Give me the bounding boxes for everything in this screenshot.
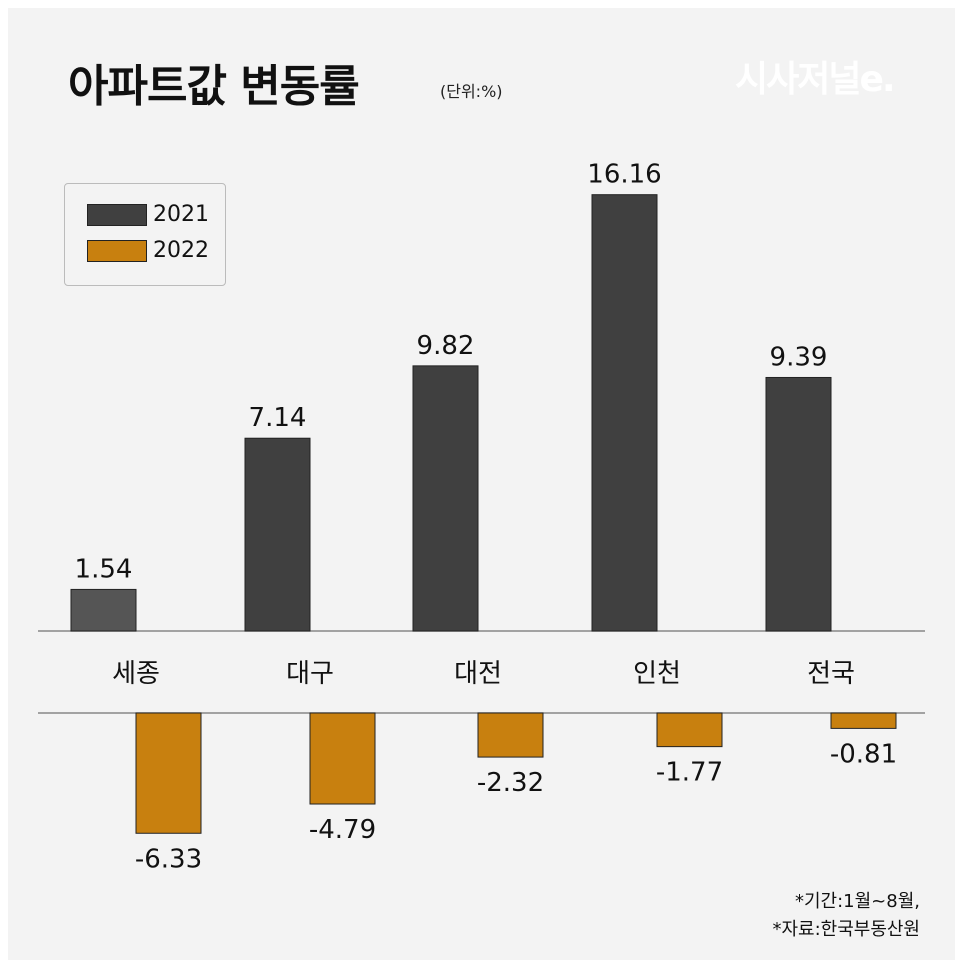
- category-label: 인천: [633, 659, 681, 689]
- bar-2021: [244, 437, 311, 632]
- bar-2022: [477, 712, 544, 758]
- bar-2021: [412, 365, 479, 632]
- data-label-2021: 1.54: [75, 554, 133, 584]
- bar-2022: [135, 712, 202, 834]
- category-label: 세종: [112, 659, 160, 689]
- footnotes: *기간:1월~8월, *자료:한국부동산원: [772, 888, 920, 944]
- legend-swatch: [87, 203, 147, 226]
- legend-item-2022: 2022: [87, 238, 209, 263]
- legend: 2021 2022: [64, 183, 226, 286]
- bar-2022: [309, 712, 376, 805]
- category-label: 전국: [807, 659, 855, 689]
- data-label-2021: 16.16: [587, 160, 661, 190]
- logo: 시사저널e.: [735, 59, 896, 100]
- bar-2021: [70, 588, 137, 632]
- data-label-2022: -2.32: [477, 768, 544, 798]
- bar-2022: [830, 712, 897, 729]
- data-label-2021: 7.14: [249, 403, 307, 433]
- data-label-2022: -0.81: [830, 739, 897, 769]
- legend-label: 2022: [153, 238, 209, 263]
- data-label-2022: -4.79: [309, 815, 376, 845]
- legend-label: 2021: [153, 202, 209, 227]
- legend-item-2021: 2021: [87, 202, 209, 227]
- category-label: 대구: [286, 659, 334, 689]
- data-label-2022: -1.77: [656, 758, 723, 788]
- chart-title: 아파트값 변동률: [68, 61, 360, 112]
- legend-swatch: [87, 239, 147, 262]
- data-label-2021: 9.82: [417, 331, 475, 361]
- unit-label: (단위:%): [440, 82, 503, 101]
- bar-2021: [765, 376, 832, 632]
- data-label-2022: -6.33: [135, 844, 202, 874]
- data-label-2021: 9.39: [770, 342, 828, 372]
- footnote-source: *자료:한국부동산원: [772, 919, 920, 940]
- footnote-period: *기간:1월~8월,: [794, 891, 920, 912]
- bar-2022: [656, 712, 723, 748]
- bar-2021: [591, 194, 658, 632]
- category-label: 대전: [454, 659, 502, 689]
